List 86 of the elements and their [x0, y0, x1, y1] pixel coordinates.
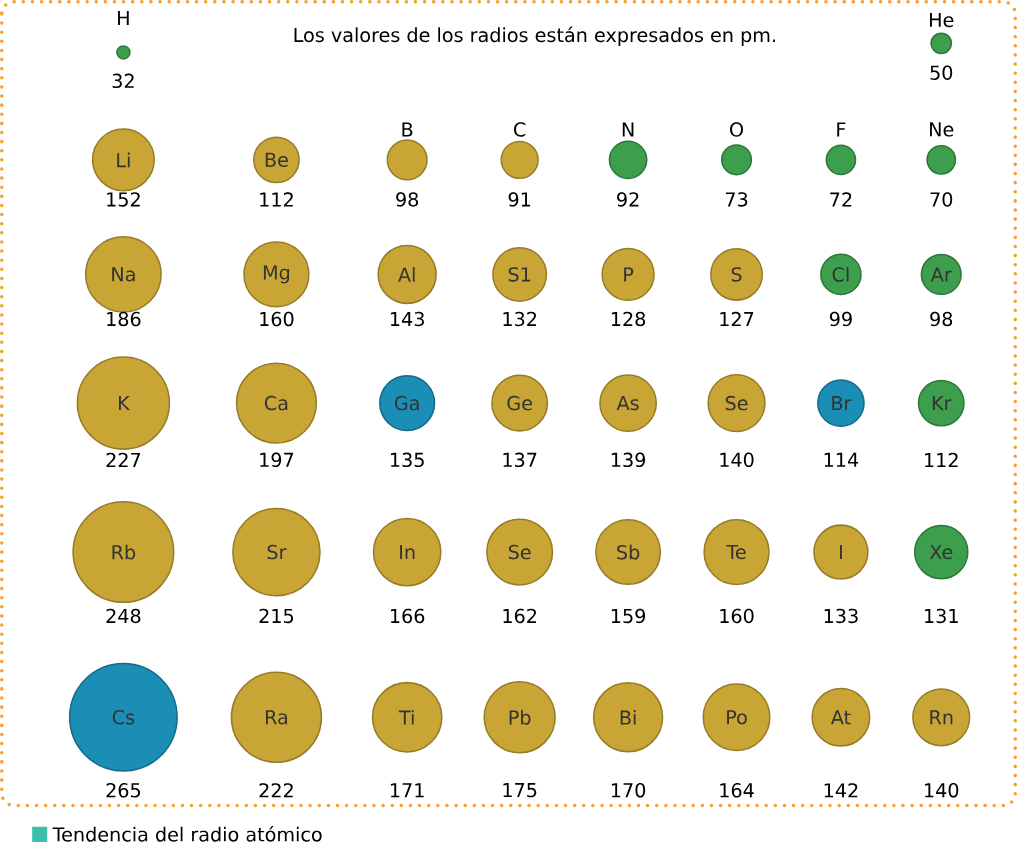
category-label: Se — [508, 544, 531, 560]
data-label: 164 — [720, 783, 754, 798]
category-label: Ne — [930, 122, 954, 137]
category-label: I — [839, 545, 842, 560]
data-label: 139 — [611, 452, 646, 468]
category-label: Rb — [112, 544, 136, 560]
category-label: Ti — [398, 710, 414, 725]
category-label: P — [624, 267, 634, 282]
category-label: Ca — [264, 395, 288, 411]
data-label: 166 — [390, 608, 425, 624]
data-label: 92 — [617, 192, 639, 207]
data-label: 70 — [930, 192, 953, 207]
data-label: 222 — [259, 783, 293, 798]
category-label: At — [830, 710, 851, 725]
data-label: 99 — [829, 311, 852, 327]
data-label: 127 — [720, 311, 754, 327]
text: Los valores de los radios están expresados en pm. — [294, 26, 775, 46]
category-label: Pb — [509, 709, 531, 725]
data-label: 170 — [611, 783, 646, 798]
category-label: Sr — [267, 544, 287, 560]
category-label: Kr — [932, 396, 952, 411]
category-label: Be — [265, 152, 288, 168]
category-label: Sb — [617, 544, 640, 560]
data-label: 32 — [112, 73, 134, 89]
data-label: 159 — [611, 608, 646, 624]
data-label: 112 — [925, 452, 958, 468]
text: Tendencia del radio atómico — [52, 826, 322, 842]
data-label: 248 — [106, 608, 141, 624]
data-label: 50 — [930, 65, 953, 80]
data-label: 160 — [720, 608, 754, 624]
data-label: 73 — [725, 192, 748, 207]
data-label: 91 — [508, 192, 531, 207]
category-label: B — [402, 122, 413, 137]
data-label: 114 — [824, 452, 859, 467]
data-label: 112 — [260, 192, 293, 207]
category-label: Ra — [265, 710, 288, 725]
category-label: Cs — [112, 710, 135, 725]
category-label: Rn — [930, 710, 953, 725]
data-label: 215 — [259, 608, 294, 624]
data-label: 133 — [824, 608, 858, 624]
category-label: S1 — [508, 267, 531, 282]
category-label: K — [118, 396, 131, 411]
category-label: Ar — [930, 267, 952, 282]
category-label: In — [400, 545, 415, 560]
category-label: Ge — [507, 395, 532, 411]
category-label: F — [837, 122, 846, 137]
data-label: 265 — [106, 783, 141, 798]
data-label: 137 — [503, 452, 537, 468]
data-label: 98 — [396, 192, 419, 207]
category-label: Mg — [263, 265, 290, 284]
data-label: 140 — [925, 783, 959, 798]
category-label: Al — [398, 267, 415, 282]
data-label: 171 — [390, 783, 424, 798]
category-label: S — [731, 267, 742, 282]
data-label: 227 — [106, 452, 141, 468]
data-label: 72 — [830, 192, 852, 207]
data-label: 132 — [503, 311, 537, 327]
category-label: N — [622, 122, 634, 137]
data-label: 140 — [720, 452, 754, 468]
data-label: 162 — [503, 608, 537, 624]
category-label: Bi — [620, 710, 636, 725]
category-label: Cl — [832, 267, 849, 282]
data-label: 128 — [611, 311, 646, 327]
data-label: 142 — [824, 783, 858, 798]
category-label: Se — [725, 395, 748, 411]
data-label: 175 — [503, 783, 537, 798]
category-label: H — [118, 11, 129, 26]
category-label: O — [730, 122, 743, 137]
category-label: Te — [726, 544, 746, 560]
data-label: 197 — [260, 452, 294, 468]
category-label: Li — [117, 152, 130, 168]
category-label: C — [514, 122, 526, 137]
data-label: 98 — [930, 311, 953, 327]
data-label: 186 — [107, 311, 141, 327]
category-label: Xe — [929, 544, 953, 560]
category-label: Br — [832, 396, 852, 411]
category-label: As — [616, 396, 639, 411]
data-label: 160 — [260, 311, 294, 327]
data-label: 131 — [925, 608, 958, 624]
category-label: Ga — [394, 395, 419, 411]
data-label: 143 — [390, 311, 424, 327]
category-label: He — [930, 12, 954, 28]
data-label: 152 — [107, 192, 140, 207]
category-label: Po — [727, 710, 747, 725]
data-label: 135 — [390, 452, 424, 468]
category-label: Na — [112, 267, 135, 282]
